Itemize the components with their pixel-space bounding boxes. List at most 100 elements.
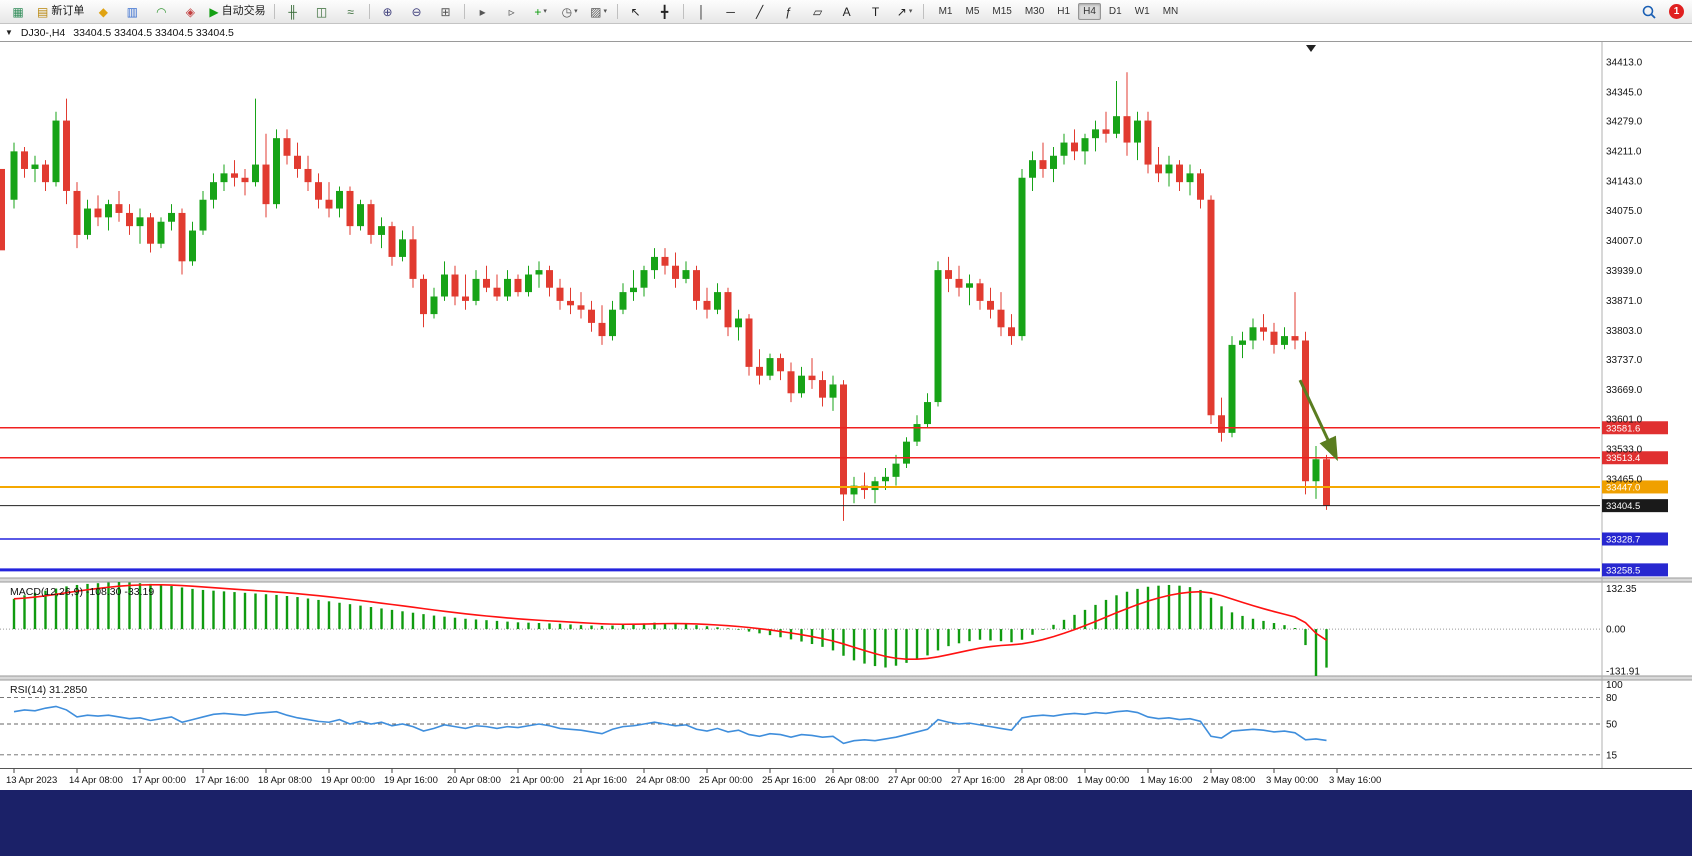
notification-badge[interactable]: 1	[1669, 4, 1684, 19]
chart-window-icon[interactable]: ▦	[4, 1, 32, 23]
toolbar-separator	[273, 4, 275, 19]
svg-text:3 May 16:00: 3 May 16:00	[1329, 775, 1381, 786]
crosshair-icon[interactable]: ╋	[651, 1, 679, 23]
new-order-button-label: 新订单	[51, 5, 85, 17]
svg-text:18 Apr 08:00: 18 Apr 08:00	[258, 775, 312, 786]
crosshair-icon: ╋	[660, 4, 669, 19]
text-icon: A	[842, 4, 851, 19]
chart-shift-icon: ▹	[508, 4, 515, 19]
channel-icon[interactable]: ▱	[804, 1, 832, 23]
svg-text:34075.0: 34075.0	[1606, 206, 1643, 217]
svg-text:1 May 00:00: 1 May 00:00	[1077, 775, 1129, 786]
headset-icon[interactable]: ◠	[147, 1, 175, 23]
svg-text:33328.7: 33328.7	[1606, 534, 1640, 545]
caret-icon: ▾	[908, 8, 913, 15]
expert-advisor-icon[interactable]: ◈	[176, 1, 204, 23]
svg-text:24 Apr 08:00: 24 Apr 08:00	[636, 775, 690, 786]
templates-icon[interactable]: ▨ ▾	[585, 1, 613, 23]
svg-text:34211.0: 34211.0	[1606, 146, 1642, 157]
search-button[interactable]	[1635, 1, 1663, 23]
zoom-in-icon[interactable]: ⊕	[374, 1, 402, 23]
svg-text:21 Apr 00:00: 21 Apr 00:00	[510, 775, 564, 786]
toolbar-separator	[616, 4, 618, 19]
svg-text:100: 100	[1606, 680, 1623, 691]
svg-text:33465.0: 33465.0	[1606, 475, 1643, 486]
timeframe-w1[interactable]: W1	[1134, 6, 1150, 17]
periods-icon[interactable]: ◷ ▾	[556, 1, 584, 23]
svg-text:19 Apr 00:00: 19 Apr 00:00	[321, 775, 375, 786]
fibonacci-icon[interactable]: ƒ	[775, 1, 803, 23]
svg-text:28 Apr 08:00: 28 Apr 08:00	[1014, 775, 1068, 786]
vertical-line-icon[interactable]: │	[688, 1, 716, 23]
profile-icon[interactable]: ◆	[89, 1, 117, 23]
svg-text:26 Apr 08:00: 26 Apr 08:00	[825, 775, 879, 786]
auto-scroll-icon[interactable]: ▸	[469, 1, 497, 23]
chart-area[interactable]: 33581.6 33513.4 33447.0 33404.5 33328.7 33258…	[0, 42, 1692, 790]
symbol-dropdown-icon[interactable]: ▼	[5, 28, 13, 37]
trendline-icon[interactable]: ╱	[746, 1, 774, 23]
svg-text:33258.5: 33258.5	[1606, 565, 1640, 576]
svg-text:33404.5: 33404.5	[1606, 501, 1640, 512]
svg-text:21 Apr 16:00: 21 Apr 16:00	[573, 775, 627, 786]
svg-text:13 Apr 2023: 13 Apr 2023	[6, 775, 57, 786]
chart-shift-marker[interactable]	[1306, 45, 1316, 52]
svg-text:0.00: 0.00	[1606, 625, 1626, 636]
line-chart-icon[interactable]: ≈	[337, 1, 365, 23]
tile-windows-icon: ⊞	[440, 4, 451, 19]
timeframe-m5[interactable]: M5	[965, 6, 980, 17]
macd-label: MACD(12,26,9) -108.30 -33.19	[10, 586, 154, 598]
symbol-period-label: DJ30-,H4	[20, 26, 66, 39]
text-label-icon[interactable]: T	[862, 1, 890, 23]
svg-text:15: 15	[1606, 750, 1618, 761]
svg-text:3 May 00:00: 3 May 00:00	[1266, 775, 1318, 786]
trendline-icon: ╱	[755, 4, 764, 19]
chart-shift-icon[interactable]: ▹	[498, 1, 526, 23]
svg-text:33737.0: 33737.0	[1606, 355, 1643, 366]
timeframe-mn[interactable]: MN	[1162, 6, 1179, 17]
market-watch-icon[interactable]: ▥	[118, 1, 146, 23]
horizontal-line-icon[interactable]: ─	[717, 1, 745, 23]
svg-text:34143.0: 34143.0	[1606, 176, 1643, 187]
cursor-icon: ↖	[630, 4, 641, 19]
svg-text:14 Apr 08:00: 14 Apr 08:00	[69, 775, 123, 786]
timeframe-toolbar: M1 M5 M15 M30 H1 H4 D1 W1 MN	[933, 3, 1185, 20]
price-axis: 33581.6 33513.4 33447.0 33404.5 33328.7 33258…	[1602, 58, 1668, 577]
svg-text:27 Apr 00:00: 27 Apr 00:00	[888, 775, 942, 786]
timeframe-h4[interactable]: H4	[1078, 3, 1101, 20]
arrow-annotation[interactable]	[1298, 379, 1338, 462]
bar-chart-icon[interactable]: ╫	[279, 1, 307, 23]
cursor-icon[interactable]: ↖	[622, 1, 650, 23]
new-order-button[interactable]: ▤ 新订单	[33, 1, 88, 23]
arrows-icon[interactable]: ↗ ▾	[891, 1, 919, 23]
timeframe-m1[interactable]: M1	[938, 6, 953, 17]
timeframe-m15[interactable]: M15	[992, 6, 1012, 17]
autotrading-button[interactable]: ▶ 自动交易	[205, 1, 269, 23]
svg-text:33581.6: 33581.6	[1606, 423, 1640, 434]
tile-windows-icon[interactable]: ⊞	[432, 1, 460, 23]
toolbar-separator	[368, 4, 370, 19]
svg-text:19 Apr 16:00: 19 Apr 16:00	[384, 775, 438, 786]
svg-text:-131.91: -131.91	[1606, 667, 1640, 678]
timeframe-m30[interactable]: M30	[1024, 6, 1045, 17]
timeframe-d1[interactable]: D1	[1108, 6, 1122, 17]
autotrading-play-icon: ▶	[209, 4, 219, 19]
toolbar-separator	[463, 4, 465, 19]
svg-text:17 Apr 16:00: 17 Apr 16:00	[195, 775, 249, 786]
ohlc-values: 33404.5 33404.5 33404.5 33404.5	[73, 26, 234, 39]
search-icon	[1642, 5, 1656, 19]
timeframe-h1[interactable]: H1	[1057, 6, 1071, 17]
candlestick-chart-icon[interactable]: ◫	[308, 1, 336, 23]
arrows-icon: ↗	[896, 4, 907, 19]
toolbar-separator	[682, 4, 684, 19]
auto-scroll-icon: ▸	[479, 4, 486, 19]
zoom-in-icon: ⊕	[382, 4, 393, 19]
time-axis: 13 Apr 2023 14 Apr 08:00 17 Apr 00:00 17 Ap…	[6, 768, 1381, 786]
svg-text:2 May 08:00: 2 May 08:00	[1203, 775, 1255, 786]
zoom-out-icon[interactable]: ⊖	[403, 1, 431, 23]
svg-text:80: 80	[1606, 693, 1618, 704]
text-icon[interactable]: A	[833, 1, 861, 23]
indicators-icon[interactable]: + ▾	[527, 1, 555, 23]
svg-text:17 Apr 00:00: 17 Apr 00:00	[132, 775, 186, 786]
line-chart-icon: ≈	[347, 4, 354, 19]
